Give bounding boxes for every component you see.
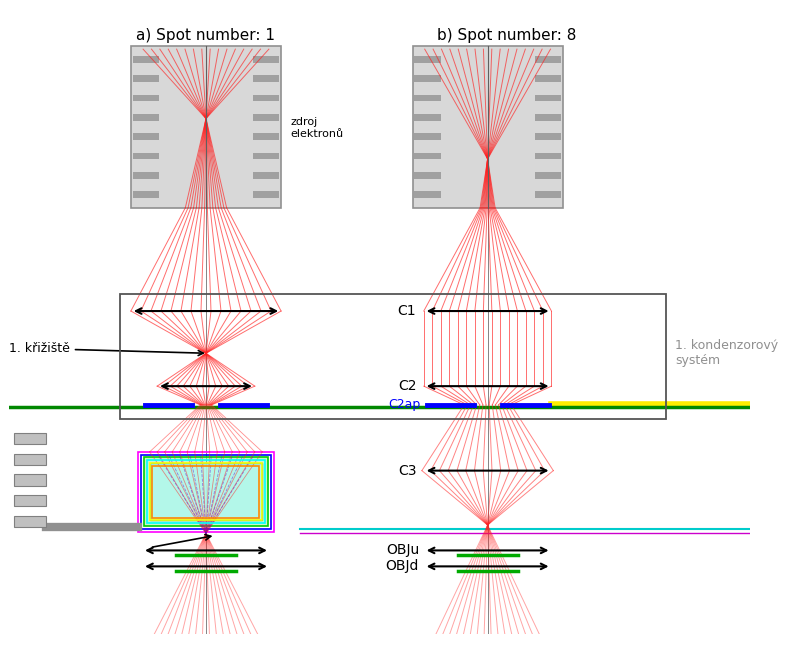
Text: 1. křižiště: 1. křižiště bbox=[9, 342, 203, 356]
Polygon shape bbox=[144, 458, 268, 526]
Polygon shape bbox=[535, 153, 561, 160]
Polygon shape bbox=[253, 153, 279, 160]
Polygon shape bbox=[535, 114, 561, 121]
Polygon shape bbox=[535, 192, 561, 198]
Polygon shape bbox=[133, 153, 159, 160]
Polygon shape bbox=[415, 95, 441, 101]
Polygon shape bbox=[13, 516, 47, 527]
Polygon shape bbox=[253, 56, 279, 63]
Polygon shape bbox=[253, 172, 279, 179]
Text: zdroj
elektronů: zdroj elektronů bbox=[291, 117, 344, 139]
Polygon shape bbox=[535, 172, 561, 179]
Polygon shape bbox=[535, 56, 561, 63]
Polygon shape bbox=[253, 95, 279, 101]
Text: C2: C2 bbox=[397, 379, 416, 393]
Polygon shape bbox=[13, 495, 47, 506]
Polygon shape bbox=[13, 454, 47, 465]
Polygon shape bbox=[13, 433, 47, 444]
Polygon shape bbox=[415, 153, 441, 160]
Polygon shape bbox=[535, 75, 561, 82]
Polygon shape bbox=[133, 192, 159, 198]
Polygon shape bbox=[133, 133, 159, 140]
Polygon shape bbox=[13, 474, 47, 486]
Polygon shape bbox=[415, 56, 441, 63]
Polygon shape bbox=[253, 133, 279, 140]
Polygon shape bbox=[253, 75, 279, 82]
Text: b) Spot number: 8: b) Spot number: 8 bbox=[437, 27, 576, 43]
Polygon shape bbox=[253, 114, 279, 121]
Text: a) Spot number: 1: a) Spot number: 1 bbox=[137, 27, 276, 43]
Polygon shape bbox=[535, 133, 561, 140]
Polygon shape bbox=[412, 46, 562, 208]
Text: C2ap: C2ap bbox=[388, 398, 420, 411]
Polygon shape bbox=[535, 95, 561, 101]
Polygon shape bbox=[415, 192, 441, 198]
Polygon shape bbox=[133, 172, 159, 179]
Text: OBJd: OBJd bbox=[386, 559, 419, 574]
Polygon shape bbox=[253, 192, 279, 198]
Polygon shape bbox=[133, 95, 159, 101]
Text: OBJu: OBJu bbox=[386, 543, 419, 557]
Polygon shape bbox=[133, 114, 159, 121]
Text: 1. kondenzorový
systém: 1. kondenzorový systém bbox=[675, 339, 778, 368]
Polygon shape bbox=[415, 172, 441, 179]
Polygon shape bbox=[415, 75, 441, 82]
Polygon shape bbox=[415, 133, 441, 140]
Polygon shape bbox=[415, 114, 441, 121]
Polygon shape bbox=[133, 56, 159, 63]
Text: C1: C1 bbox=[397, 304, 416, 318]
Polygon shape bbox=[131, 46, 281, 208]
Polygon shape bbox=[133, 75, 159, 82]
Polygon shape bbox=[149, 463, 262, 521]
Text: C3: C3 bbox=[397, 464, 416, 477]
